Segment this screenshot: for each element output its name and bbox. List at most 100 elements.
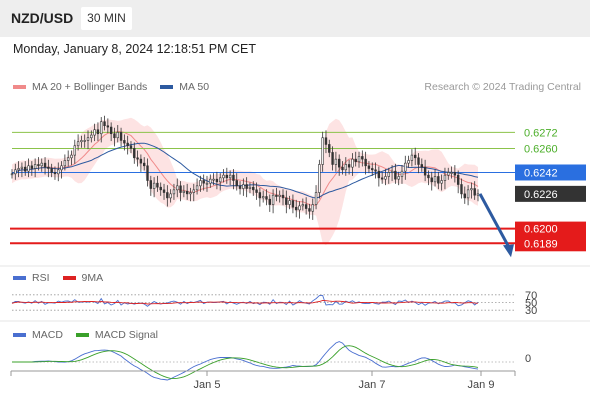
candle-down [341,166,344,171]
candle-up [440,180,443,184]
forecast-arrow [478,193,514,258]
candle-down [53,172,57,175]
candle [242,178,245,196]
candle-up [219,177,222,183]
candle-down [123,140,126,144]
candle [212,173,215,186]
level-0-6226-tag [515,185,586,202]
candle [380,171,384,184]
candle [371,162,374,176]
macd-level-label: 0 [525,353,531,365]
candle-down [291,200,295,208]
candle-up [318,164,321,193]
candle [255,182,258,200]
candle [182,185,186,198]
candle [76,134,80,151]
candle [139,154,143,172]
candle-up [66,157,70,161]
level-0-6260-label: 0.6260 [524,143,558,155]
candle [179,181,182,202]
candle [354,151,357,167]
candle [414,147,417,166]
candle-up [152,182,156,189]
candle [116,125,119,143]
candle [420,158,424,172]
candle-up [195,185,199,191]
candle [298,201,301,219]
candle-up [311,204,314,212]
candle [271,189,275,214]
candle-up [466,189,470,199]
ma50-line [11,142,479,199]
candle-down [139,158,143,164]
candle-down [324,137,328,145]
candle-down [281,194,285,199]
candle-up [209,178,212,184]
rsi-legend: RSI 9MA [13,272,116,284]
main-legend: MA 20 + Bollinger Bands MA 50 [13,81,222,93]
macd-legend: MACD MACD Signal [13,329,171,341]
candle [133,142,136,164]
candle [219,173,222,191]
candle [460,178,463,199]
candle-down [295,206,298,211]
bollinger-swatch [13,85,26,89]
macd-swatch [13,333,26,337]
candle-down [252,186,255,191]
candle [192,183,195,202]
candle [314,185,318,210]
candle-up [20,166,24,169]
candle-down [30,165,34,169]
candle-down [328,144,331,153]
candle-up [397,176,400,180]
candle-down [361,156,364,160]
candle-down [380,177,384,180]
candle [10,169,14,179]
candle [291,194,295,214]
candle-down [367,165,371,169]
price-levels [10,131,515,245]
candle-down [414,154,417,159]
candle-down [136,157,139,160]
level-0-6242-tag [515,164,586,181]
candle-up [83,140,86,142]
candle-up [222,174,225,179]
candle [245,177,248,198]
candle-down [354,158,357,163]
level-0-6242-label: 0.6242 [524,167,558,179]
bollinger-bands [11,117,479,246]
candle [367,161,371,174]
macd-line [12,341,479,381]
candle [281,189,285,206]
candle [126,135,129,155]
timeframe-button[interactable]: 30 MIN [81,7,132,30]
candle [278,190,281,203]
candle [169,189,172,203]
candles [10,115,480,220]
candle-down [215,178,219,183]
candle [275,187,278,202]
candle-up [212,178,215,181]
level-0-6189-tag [515,236,586,252]
candle-down [453,172,457,176]
candle-up [351,158,354,168]
candle [417,153,420,174]
candle-down [159,186,162,191]
candle-down [265,196,268,200]
candle [427,170,430,186]
candle [185,183,189,200]
legend-rsi-label: RSI [32,272,50,284]
candle [162,183,166,200]
candle [202,174,205,191]
candle-up [261,196,265,199]
candle-up [248,186,252,189]
candle [199,175,202,192]
candle [149,175,153,196]
candle [384,169,387,186]
candle-up [169,193,172,199]
candle-down [47,166,50,169]
candle [470,182,473,199]
x-tick-label: Jan 7 [359,379,386,391]
